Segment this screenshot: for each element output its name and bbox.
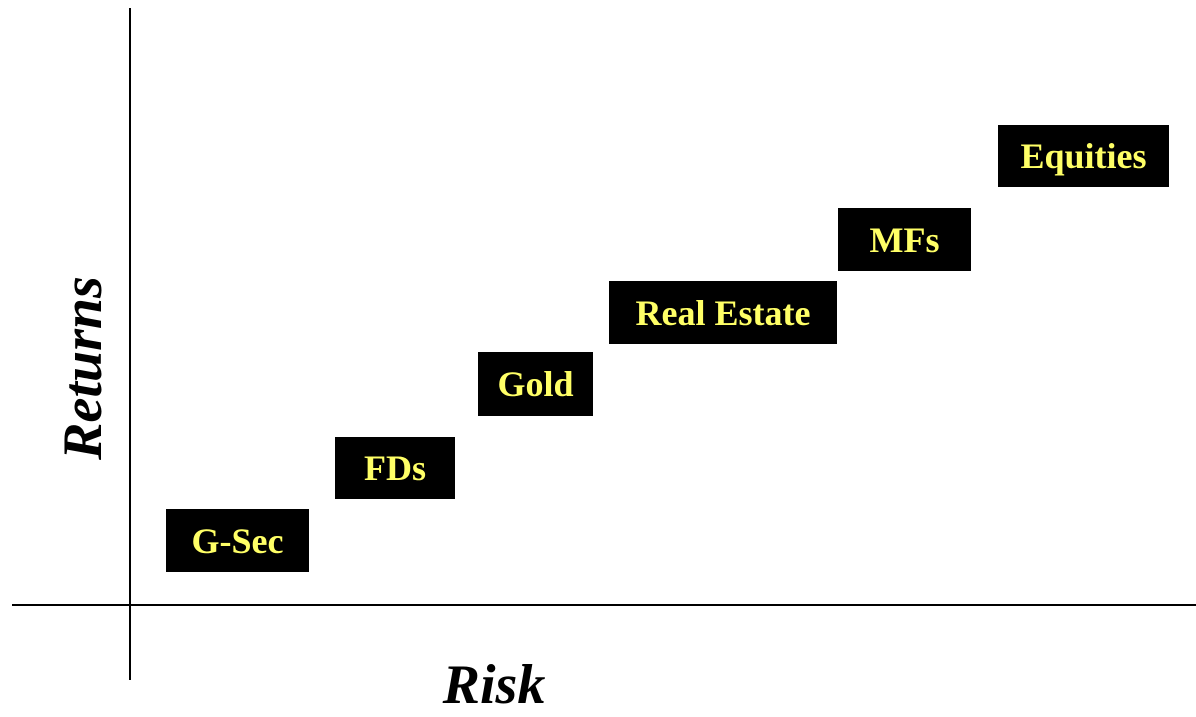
asset-box-gold: Gold	[478, 352, 593, 416]
asset-label-gold: Gold	[497, 364, 574, 404]
asset-label-gsec: G-Sec	[191, 520, 284, 561]
asset-box-mfs: MFs	[838, 208, 971, 271]
asset-label-real-estate: Real Estate	[635, 292, 811, 333]
x-axis-line	[12, 604, 1196, 606]
asset-label-fds: FDs	[364, 448, 426, 488]
asset-box-real-estate: Real Estate	[609, 281, 837, 344]
x-axis-label: Risk	[442, 654, 546, 716]
y-axis-label: Returns	[52, 276, 114, 460]
asset-label-equities: Equities	[1020, 136, 1147, 176]
y-axis-line	[129, 8, 131, 680]
asset-box-gsec: G-Sec	[166, 509, 309, 572]
asset-box-fds: FDs	[335, 437, 455, 499]
asset-label-mfs: MFs	[869, 219, 940, 260]
asset-box-equities: Equities	[998, 125, 1169, 187]
